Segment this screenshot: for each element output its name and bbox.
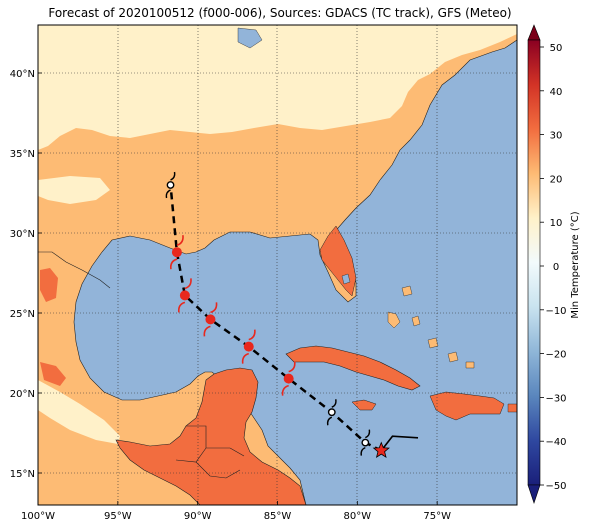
- depression-symbol: [361, 438, 370, 447]
- lake-okeechobee: [341, 273, 351, 285]
- colorbar-label: Min Temperature (°C): [570, 211, 581, 318]
- colorbar-tick-label: 50: [550, 43, 563, 54]
- colorbar-tick-label: 30: [550, 131, 563, 142]
- hurricane-marker: [241, 329, 256, 364]
- current-position-star: [372, 441, 390, 458]
- cool-north-region: [38, 25, 517, 150]
- hurricane-symbol: [283, 373, 294, 384]
- hurricane-marker: [177, 278, 192, 313]
- storm-symbol: [327, 408, 336, 417]
- country-borders: [38, 251, 245, 479]
- hurricane-symbol: [205, 314, 216, 325]
- x-tick-label: 75°W: [423, 511, 451, 522]
- jamaica-hot: [351, 399, 377, 411]
- colorbar: 50 40 30 20 10 0 −10 −20 −30 −40 −50 Min Temperatu…: [527, 24, 581, 504]
- hurricane-symbol: [243, 341, 254, 352]
- hurricane-symbol: [171, 247, 182, 258]
- y-tick-label: 30°N: [10, 229, 35, 240]
- texas-hot-patch: [40, 268, 58, 302]
- great-lake: [237, 27, 263, 49]
- puerto-rico-hot: [507, 403, 517, 413]
- map-body: [38, 25, 517, 505]
- hurricane-marker: [281, 361, 296, 396]
- colorbar-tick-label: 40: [550, 87, 563, 98]
- cool-patch-plains: [38, 176, 110, 204]
- colorbar-tick-label: 0: [553, 262, 559, 273]
- storm-marker: [326, 399, 337, 426]
- x-tick-labels: 100°W 95°W 90°W 85°W 80°W 75°W: [21, 501, 451, 522]
- bahamas-islands: [387, 285, 475, 369]
- colorbar-tick-label: −50: [545, 481, 566, 492]
- colorbar-max-arrow: [527, 24, 541, 41]
- mexico-west-hot-patch: [40, 362, 66, 386]
- depression-marker: [360, 429, 371, 456]
- colorbar-tick-label: 10: [550, 218, 563, 229]
- x-tick-label: 100°W: [21, 511, 55, 522]
- hispaniola-hot: [429, 391, 505, 421]
- depression-marker: [165, 171, 176, 199]
- y-tick-labels: 15°N 20°N 25°N 30°N 35°N 40°N: [10, 69, 42, 480]
- hurricane-marker: [169, 235, 184, 270]
- colorbar-tick-label: 20: [550, 174, 563, 185]
- x-tick-label: 80°W: [344, 511, 372, 522]
- y-tick-label: 35°N: [10, 149, 35, 160]
- y-tick-label: 40°N: [10, 69, 35, 80]
- depression-symbol: [166, 181, 175, 189]
- past-track-line: [380, 435, 419, 452]
- y-tick-label: 20°N: [10, 389, 35, 400]
- colorbar-tick-label: −10: [545, 306, 566, 317]
- colorbar-tick-label: −30: [545, 393, 566, 404]
- y-tick-label: 15°N: [10, 469, 35, 480]
- hurricane-symbol: [179, 290, 190, 301]
- hurricane-marker: [203, 302, 218, 337]
- colorbar-bar: [527, 39, 541, 486]
- y-tick-label: 25°N: [10, 309, 35, 320]
- cyclone-track: [165, 171, 419, 458]
- colorbar-tick-label: −20: [545, 350, 566, 361]
- cool-patch-mexico: [38, 380, 120, 444]
- current-marker: [372, 441, 390, 458]
- yucatan-hot: [115, 367, 307, 505]
- colorbar-tick-label: −40: [545, 437, 566, 448]
- x-tick-label: 95°W: [104, 511, 132, 522]
- chart-title: Forecast of 2020100512 (f000-006), Sourc…: [48, 6, 512, 20]
- map-gridlines: [38, 25, 517, 505]
- colorbar-min-arrow: [527, 484, 541, 504]
- x-tick-label: 85°W: [264, 511, 292, 522]
- cuba-hot: [285, 345, 421, 391]
- x-tick-label: 90°W: [184, 511, 212, 522]
